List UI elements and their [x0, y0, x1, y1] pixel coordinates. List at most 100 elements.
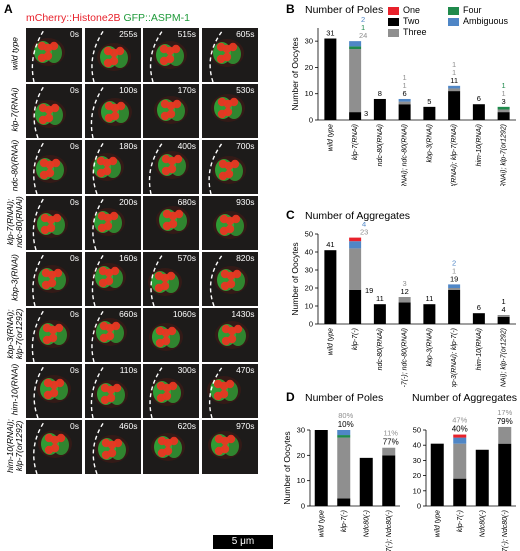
micrograph-tile: 160s [84, 252, 141, 306]
cortex-outline [91, 197, 105, 250]
panel-d-poles-title: Number of Poles [305, 392, 384, 404]
data-label: 11 [450, 76, 458, 85]
bar-segment [398, 302, 411, 324]
bar-segment [448, 91, 461, 120]
bar-segment [349, 289, 362, 324]
cell-image [91, 253, 126, 306]
scale-bar: 5 μm [213, 535, 273, 549]
data-label: 1 [452, 266, 456, 275]
chromosome-red [163, 446, 173, 456]
chromosome-red [109, 56, 118, 66]
chromosome-red [232, 269, 241, 279]
cell-image [149, 29, 187, 82]
cell-image [32, 197, 68, 250]
data-label: 6 [477, 94, 481, 103]
chromosome-red [225, 379, 234, 389]
y-tick-label: 10 [297, 476, 305, 485]
chromosome-red [54, 323, 64, 333]
category-label: klp-7(-); Ndc80(-) [502, 510, 509, 551]
cortex-outline [33, 421, 45, 474]
cell-image [32, 253, 69, 306]
chromosome-red [222, 52, 231, 62]
chromosome-red [110, 266, 119, 276]
y-tick-label: 0 [309, 320, 313, 329]
chromosome-red [169, 436, 179, 446]
category-label: klp-7(RNAi); ndc-80(RNAi) [402, 124, 409, 186]
panel-d-letter: D [286, 390, 295, 404]
cell-image [90, 29, 131, 82]
timestamp: 0s [70, 365, 79, 375]
micrograph-tile: 570s [143, 252, 199, 306]
y-tick-label: 40 [305, 248, 313, 257]
bar-segment [423, 304, 436, 324]
cell-image [33, 421, 72, 474]
micrograph-tile: 0s [26, 140, 82, 194]
cell-image [207, 141, 246, 194]
timestamp: 0s [70, 29, 79, 39]
bar-segment [359, 457, 373, 506]
category-label: wild type [318, 510, 325, 537]
y-tick-label: 20 [305, 284, 313, 293]
chromosome-red [116, 101, 125, 111]
data-label: 1 [452, 68, 456, 77]
chromosome-red [173, 154, 183, 164]
cortex-outline [150, 253, 164, 306]
chromosome-red [224, 169, 233, 179]
data-label: 41 [326, 240, 334, 249]
timestamp: 1060s [172, 309, 196, 319]
bar-segment [314, 430, 328, 506]
category-label: kbp-3(RNAi) [426, 328, 433, 367]
micrograph-tile: 660s [84, 308, 141, 362]
bar-segment [453, 478, 467, 506]
legend-label: Three [403, 27, 427, 37]
cell-image [212, 211, 247, 239]
data-label: 4 [362, 222, 366, 229]
bar-segment [398, 297, 411, 303]
legend-label: Ambiguous [463, 16, 509, 26]
chromosome-red [105, 331, 114, 341]
pct-label: 11% [384, 429, 399, 438]
bar-segment [475, 449, 489, 506]
chart-c: 0 10 20 30 40 50 Number of Oocytes wild type klp… [290, 222, 516, 387]
micrograph-tile: 700s [201, 140, 258, 194]
pct-label: 47% [452, 416, 467, 425]
timestamp: 400s [177, 141, 196, 151]
cell-image [31, 29, 65, 82]
chromosome-red [160, 281, 170, 291]
micrograph-tile: 970s [201, 420, 258, 474]
data-label: 8 [378, 89, 382, 98]
chromosome-red [219, 389, 228, 399]
timestamp: 970s [236, 421, 255, 431]
bar-segment [498, 443, 512, 506]
bar-segment [497, 315, 510, 317]
chromosome-red [220, 444, 229, 454]
cortex-outline [208, 365, 224, 418]
micrograph-tile: 515s [143, 28, 199, 82]
data-label: 19 [450, 274, 458, 283]
y-tick-label: 0 [301, 502, 305, 511]
chromosome-red [161, 336, 171, 346]
chromosome-red [167, 164, 177, 174]
category-label: him-10(RNAi) [476, 328, 483, 370]
data-label: 3 [403, 279, 407, 288]
cortex-outline [148, 141, 164, 194]
bar-segment [497, 106, 510, 110]
y-tick-label: 40 [413, 441, 421, 450]
cell-image [148, 253, 182, 306]
cell-image [214, 321, 249, 349]
cell-image [90, 309, 127, 362]
timestamp: 170s [177, 85, 196, 95]
bar-segment [337, 437, 351, 499]
y-tick-label: 20 [305, 63, 313, 72]
y-axis-label: Number of Oocytes [290, 37, 300, 110]
chromosome-red [48, 333, 58, 343]
data-label: 1 [361, 23, 365, 32]
category-label: Ndc80(-) [363, 510, 370, 537]
timestamp: 100s [119, 85, 138, 95]
micrograph-tile: 820s [201, 252, 258, 306]
cell-image [206, 365, 241, 418]
timestamp: 0s [70, 309, 79, 319]
chart-b: 0 10 20 30 Number of Oocytes wild type klp-7(R… [290, 16, 516, 186]
chromosome-red [106, 393, 115, 403]
data-label: 1 [403, 81, 407, 90]
